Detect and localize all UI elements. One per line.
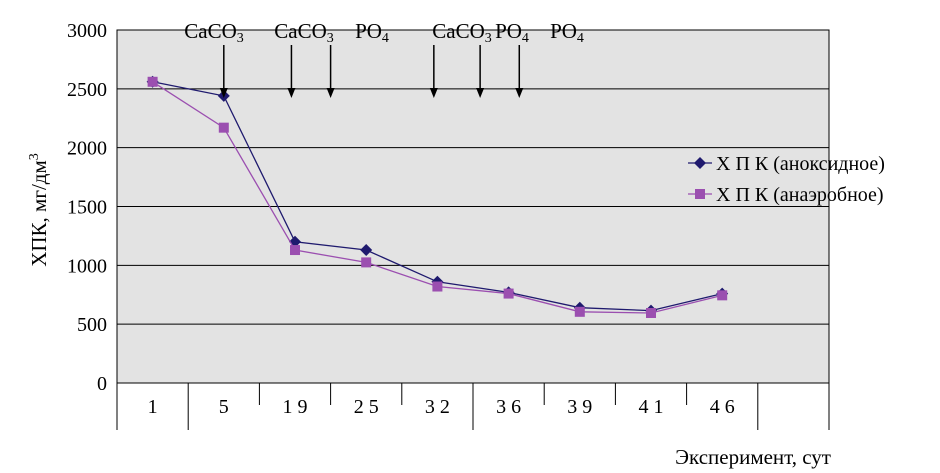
legend-marker xyxy=(695,189,705,199)
y-tick-label: 0 xyxy=(97,373,107,395)
x-tick-label: 4 1 xyxy=(639,396,664,418)
annotations-group: CaCO3 CaCO3 PO4 CaCO3 PO4 PO4 xyxy=(184,19,584,98)
x-tick-label: 1 xyxy=(148,396,158,418)
y-axis-title: ХПК, мг/дм3 xyxy=(27,153,51,267)
data-point xyxy=(432,281,443,292)
legend: Х П К (аноксидное) Х П К (анаэробное) xyxy=(688,153,885,206)
annotation-label: PO4 xyxy=(495,19,529,46)
annotation-label-subscript: 3 xyxy=(237,31,244,46)
annotation-label: CaCO3 xyxy=(274,19,334,46)
annotation-arrow-head xyxy=(429,88,438,98)
x-axis-title: Эксперимент, сут xyxy=(675,445,831,469)
y-tick-label: 3000 xyxy=(67,20,107,42)
x-category-axis: 1 5 1 9 2 5 3 2 3 6 3 9 4 1 4 6 xyxy=(116,383,830,430)
y-tick-label: 2500 xyxy=(67,79,107,101)
x-tick-label: 3 2 xyxy=(425,396,450,418)
y-tick-labels: 0 500 1000 1500 2000 2500 3000 xyxy=(67,20,107,395)
data-point xyxy=(147,76,158,87)
legend-label: Х П К (анаэробное) xyxy=(716,184,884,206)
y-tick-label: 1000 xyxy=(67,255,107,277)
annotation-label: CaCO3 xyxy=(432,19,492,46)
data-point xyxy=(574,306,585,317)
x-tick-label: 4 6 xyxy=(710,396,735,418)
legend-marker xyxy=(694,157,706,169)
annotation-label-subscript: 4 xyxy=(382,31,389,46)
series-group xyxy=(146,75,729,318)
legend-label: Х П К (аноксидное) xyxy=(716,153,885,175)
annotation-label-text: CaCO xyxy=(274,19,327,43)
annotation-arrow-head xyxy=(476,88,485,98)
x-tick-label: 2 5 xyxy=(354,396,379,418)
data-point xyxy=(360,244,373,257)
annotation-arrow-head xyxy=(287,88,296,98)
data-point xyxy=(290,245,300,256)
annotation-label-subscript: 4 xyxy=(522,31,529,46)
annotation-label-text: CaCO xyxy=(432,19,485,43)
annotation-label-text: PO xyxy=(355,19,382,43)
y-tick-label: 2000 xyxy=(67,138,107,160)
annotation-arrow-head xyxy=(219,88,228,98)
annotation-label: PO4 xyxy=(355,19,389,46)
annotation-arrow-head xyxy=(326,88,335,98)
data-point xyxy=(717,290,728,301)
data-point xyxy=(503,288,514,299)
data-point xyxy=(218,122,229,133)
annotation-label-subscript: 3 xyxy=(485,31,492,46)
annotation-label-text: PO xyxy=(550,19,577,43)
gridlines xyxy=(117,88,829,325)
data-point xyxy=(646,307,656,318)
data-point xyxy=(361,257,372,268)
annotation-label: CaCO3 xyxy=(184,19,244,46)
annotation-label-subscript: 3 xyxy=(327,31,334,46)
y-axis-title-superscript: 3 xyxy=(27,153,42,160)
y-axis-title-text: ХПК, мг/дм xyxy=(27,160,51,267)
x-tick-label: 5 xyxy=(219,396,229,418)
x-tick-label: 3 9 xyxy=(567,396,592,418)
annotation-label: PO4 xyxy=(550,19,584,46)
annotation-label-text: CaCO xyxy=(184,19,237,43)
x-tick-label: 1 9 xyxy=(283,396,308,418)
annotation-arrow-head xyxy=(515,88,524,98)
y-tick-label: 1500 xyxy=(67,197,107,219)
x-tick-label: 3 6 xyxy=(496,396,521,418)
y-tick-label: 500 xyxy=(77,314,107,336)
annotation-label-text: PO xyxy=(495,19,522,43)
annotation-label-subscript: 4 xyxy=(577,31,584,46)
